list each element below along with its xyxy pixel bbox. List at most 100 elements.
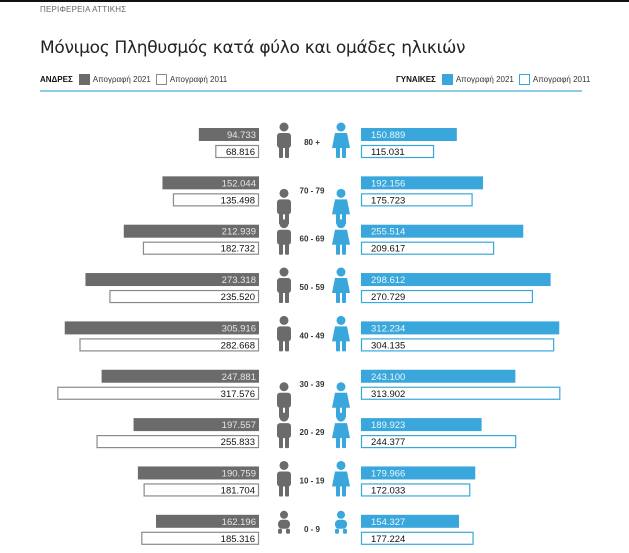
men-2021-bar: [64, 321, 259, 335]
women-2021-bar: [361, 273, 551, 287]
women-2011-value: 177.224: [371, 534, 405, 545]
chart-title: Μόνιμος Πληθυσμός κατά φύλο και ομάδες η…: [40, 38, 466, 58]
men-2021-bar: [85, 273, 259, 287]
women-2011-value: 270.729: [371, 292, 405, 303]
woman-dress-icon: [332, 267, 350, 304]
elderly-woman-cane-icon: [332, 122, 350, 158]
baby-icon: [278, 510, 290, 534]
men-2021-bar: [156, 514, 259, 528]
age-group-label: 30 - 39: [300, 380, 325, 389]
men-2011-bar: [143, 483, 260, 497]
men-2021-value: 162.196: [222, 517, 256, 528]
legend-women-2011-swatch: [518, 73, 530, 85]
age-group-label: 80 +: [304, 138, 320, 147]
man-icon: [277, 219, 291, 255]
man-tie-icon: [277, 267, 291, 304]
women-2011-value: 115.031: [371, 147, 405, 158]
women-2021-bar: [361, 321, 560, 335]
baby-girl-icon: [335, 510, 347, 534]
man-suit-icon: [277, 315, 291, 352]
women-2021-value: 150.889: [371, 130, 405, 141]
header-rule: [40, 90, 582, 92]
men-2011-value: 317.576: [221, 389, 255, 400]
women-2011-value: 209.617: [371, 244, 405, 255]
legend-women-2021-label: Απογραφή 2021: [455, 74, 514, 84]
legend-men-2021-swatch: [78, 73, 90, 85]
old-man-icon: [277, 188, 291, 225]
men-2011-value: 235.520: [221, 292, 255, 303]
boy-icon: [277, 460, 291, 497]
young-man-icon: [277, 412, 291, 449]
men-2011-value: 255.833: [221, 437, 255, 448]
men-2021-value: 247.881: [222, 372, 256, 383]
women-2021-bar: [361, 418, 482, 432]
age-group-label: 50 - 59: [300, 283, 325, 292]
man-icon: [277, 382, 291, 418]
age-group-label: 20 - 29: [300, 428, 325, 437]
women-2011-bar: [360, 241, 495, 255]
men-2011-value: 135.498: [221, 195, 255, 206]
women-2021-bar: [361, 514, 459, 528]
legend-women-2011-label: Απογραφή 2011: [532, 74, 591, 84]
men-2021-value: 152.044: [222, 178, 256, 189]
women-2011-bar: [360, 386, 561, 400]
men-2011-bar: [79, 338, 260, 352]
men-2021-bar: [198, 128, 259, 141]
top-border: [0, 0, 629, 2]
woman-briefcase-icon: [332, 315, 350, 352]
women-2021-bar: [361, 466, 476, 480]
elderly-man-cane-icon: [277, 122, 291, 158]
men-2011-bar: [141, 531, 260, 545]
women-2011-bar: [360, 435, 517, 449]
women-2011-value: 244.377: [371, 437, 405, 448]
region-label: ΠΕΡΙΦΕΡΕΙΑ ΑΤΤΙΚΗΣ: [40, 5, 127, 14]
women-2011-value: 304.135: [371, 340, 405, 351]
young-woman-icon: [332, 412, 350, 449]
men-2011-bar: [109, 289, 260, 304]
woman-icon: [332, 219, 350, 255]
men-2011-bar: [172, 193, 260, 207]
men-2021-bar: [162, 176, 259, 190]
age-group-label: 70 - 79: [300, 186, 325, 195]
women-2021-bar: [361, 176, 484, 190]
women-2021-value: 154.327: [371, 517, 405, 528]
men-2021-bar: [123, 224, 259, 238]
women-2011-bar: [360, 483, 471, 497]
women-2011-value: 175.723: [371, 195, 405, 206]
legend-women-2021-swatch: [441, 73, 453, 85]
men-2021-value: 273.318: [222, 275, 256, 286]
women-2011-bar: [360, 338, 555, 352]
women-2011-bar: [360, 289, 534, 304]
men-2021-value: 212.939: [222, 227, 256, 238]
men-2021-value: 94.733: [227, 130, 256, 141]
men-2021-bar: [137, 466, 259, 480]
legend-men: ΑΝΔΡΕΣ Απογραφή 2021 Απογραφή 2011: [40, 73, 232, 85]
women-2011-value: 172.033: [371, 485, 405, 496]
woman-icon: [332, 382, 350, 418]
women-2021-value: 189.923: [371, 420, 405, 431]
women-2021-value: 243.100: [371, 372, 405, 383]
men-2011-value: 181.704: [221, 485, 255, 496]
women-2011-bar: [360, 144, 435, 159]
men-2021-bar: [133, 418, 259, 432]
women-2011-bar: [360, 193, 473, 207]
men-2011-value: 185.316: [221, 534, 255, 545]
men-2011-value: 68.816: [226, 147, 255, 158]
men-2021-value: 197.557: [222, 420, 256, 431]
age-group-label: 0 - 9: [304, 525, 321, 534]
men-2011-bar: [215, 144, 260, 159]
legend-men-label: ΑΝΔΡΕΣ: [40, 74, 73, 84]
men-2011-value: 282.668: [221, 340, 255, 351]
legend-men-2011-swatch: [155, 73, 167, 85]
women-2011-bar: [360, 531, 474, 545]
women-2021-value: 192.156: [371, 178, 405, 189]
age-group-label: 40 - 49: [300, 331, 325, 340]
women-2011-value: 313.902: [371, 389, 405, 400]
men-2021-value: 305.916: [222, 323, 256, 334]
men-2011-bar: [96, 435, 260, 449]
men-2021-value: 190.759: [222, 468, 256, 479]
age-group-label: 10 - 19: [300, 476, 325, 485]
women-2021-value: 312.234: [371, 323, 405, 334]
girl-icon: [332, 460, 350, 497]
